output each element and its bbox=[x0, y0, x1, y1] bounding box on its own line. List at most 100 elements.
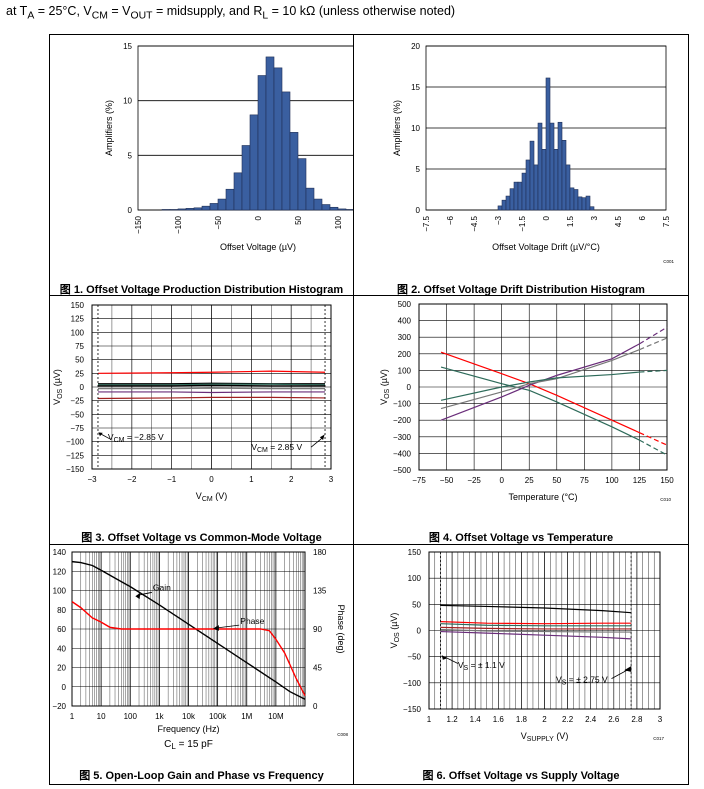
y-tick-label: 15 bbox=[411, 83, 420, 92]
histogram-bar bbox=[561, 140, 567, 211]
series-line bbox=[440, 621, 632, 625]
figure-caption: 图 5. Open-Loop Gain and Phase vs Frequen… bbox=[79, 770, 324, 782]
x-axis-title: Offset Voltage Drift (µV/°C) bbox=[492, 242, 600, 252]
series-line bbox=[97, 383, 326, 386]
y-tick-label: 300 bbox=[398, 333, 412, 342]
x-tick-label: 2.4 bbox=[585, 715, 597, 724]
series-line bbox=[97, 391, 326, 394]
series-line bbox=[71, 601, 306, 697]
histogram-bar bbox=[241, 145, 251, 211]
y-tick-label: 25 bbox=[75, 369, 84, 378]
y-tick-label: 15 bbox=[123, 42, 132, 51]
annotation-arrowhead bbox=[135, 592, 141, 600]
histogram-bar bbox=[201, 205, 211, 211]
y2-tick-label: 180 bbox=[313, 548, 327, 557]
y-tick-label: −50 bbox=[407, 653, 421, 662]
histogram-bar bbox=[573, 189, 579, 211]
histogram-bar bbox=[553, 149, 559, 211]
histogram-bar bbox=[297, 158, 307, 211]
x-tick-label: −3 bbox=[87, 475, 97, 484]
y-tick-label: 5 bbox=[128, 151, 133, 160]
histogram-bar bbox=[541, 149, 547, 211]
annotation-arrowhead bbox=[319, 434, 325, 441]
y-tick-label: 0 bbox=[80, 383, 85, 392]
figure-code: C001 bbox=[663, 259, 674, 264]
offset-vs-supply-chart: −150 −100 −50 0 50 100 150 1 1.2 1.4 1.6 1.8 2 2.2 2.4… bbox=[389, 548, 664, 743]
y-tick-label: 20 bbox=[57, 664, 66, 673]
y-axis-title: VOS (µV) bbox=[379, 369, 391, 405]
x-tick-label: −25 bbox=[467, 476, 481, 485]
annotation-arrowhead bbox=[98, 432, 103, 437]
x-tick-label: 0 bbox=[499, 476, 504, 485]
series-line bbox=[440, 366, 640, 441]
y-tick-label: 50 bbox=[75, 356, 84, 365]
offset-vs-cm-chart: −150 −125 −100 −75 −50 −25 0 25 50 75 100 125 150 −3 −… bbox=[52, 301, 334, 503]
x-tick-label: 2.8 bbox=[631, 715, 643, 724]
figure-panel-3: −150 −125 −100 −75 −50 −25 0 25 50 75 100 125 150 −3 −… bbox=[49, 295, 354, 545]
histogram-bar bbox=[281, 91, 291, 211]
figure-panel-4: −500 −400 −300 −200 −100 0 100 200 300 400 500 −75−… bbox=[353, 295, 689, 545]
histogram-bar bbox=[265, 56, 275, 211]
y-axis-title: VOS (µV) bbox=[52, 369, 64, 405]
series-label: Gain bbox=[153, 583, 171, 593]
y-tick-label: 0 bbox=[417, 627, 422, 636]
x-tick-label: −6 bbox=[446, 215, 455, 225]
x-tick-label: 25 bbox=[525, 476, 534, 485]
y-tick-label: 50 bbox=[412, 600, 421, 609]
y-tick-label: 0 bbox=[416, 206, 421, 215]
offset-vs-temperature-chart: −500−400−300−200−1000100200300400500−75−… bbox=[379, 300, 674, 502]
x-axis-title: Temperature (°C) bbox=[508, 492, 577, 502]
x-tick-label: 100 bbox=[605, 476, 619, 485]
x-tick-label: 2 bbox=[289, 475, 294, 484]
y-tick-label: 140 bbox=[53, 548, 67, 557]
x-tick-label: −150 bbox=[134, 215, 143, 234]
series-label: Phase bbox=[240, 616, 264, 626]
y-tick-label: 150 bbox=[71, 301, 85, 310]
plot-frame bbox=[428, 551, 661, 710]
figure-caption: 图 2. Offset Voltage Drift Distribution H… bbox=[397, 284, 645, 296]
histogram-bar bbox=[529, 140, 535, 211]
figure-panel-5: −20 0 20 40 60 80 100 120 140 0 45 90 135 180 1 10 100 1k… bbox=[49, 544, 354, 785]
histogram-bar bbox=[257, 75, 267, 211]
y-tick-label: −75 bbox=[70, 424, 84, 433]
series-line bbox=[97, 370, 326, 374]
y2-tick-label: 0 bbox=[313, 702, 318, 711]
figure-code: C010 bbox=[660, 497, 671, 502]
y-tick-label: −500 bbox=[393, 466, 412, 475]
figure-code: C017 bbox=[653, 736, 664, 741]
x-tick-label: 2.6 bbox=[608, 715, 620, 724]
annotation-arrow bbox=[99, 433, 111, 440]
x-tick-label: 100k bbox=[209, 712, 227, 721]
x-tick-label: −100 bbox=[174, 215, 183, 234]
x-tick-label: −50 bbox=[440, 476, 454, 485]
histogram-bar bbox=[569, 187, 575, 211]
series-line-extrapolated bbox=[639, 337, 668, 351]
annotation-arrow bbox=[216, 624, 240, 629]
x-tick-label: 3 bbox=[329, 475, 334, 484]
x-tick-label: 1 bbox=[70, 712, 75, 721]
x-tick-label: 1 bbox=[427, 715, 432, 724]
x-tick-label: 75 bbox=[580, 476, 589, 485]
histogram-bar bbox=[589, 206, 595, 211]
y-tick-label: 10 bbox=[123, 97, 132, 106]
annotation-label: VCM = 2.85 V bbox=[251, 442, 302, 454]
annotation-arrowhead bbox=[624, 666, 632, 672]
histogram-bar bbox=[585, 195, 591, 211]
histogram-bar bbox=[509, 188, 515, 211]
y-tick-label: 100 bbox=[398, 366, 412, 375]
series-line bbox=[97, 384, 326, 387]
x-tick-label: 2 bbox=[542, 715, 547, 724]
histogram-bar bbox=[225, 188, 235, 211]
histogram-bar bbox=[321, 204, 331, 211]
y-tick-label: −100 bbox=[403, 679, 422, 688]
y-tick-label: 500 bbox=[398, 300, 412, 309]
histogram-bar bbox=[177, 208, 187, 211]
series-line-extrapolated bbox=[639, 432, 668, 446]
series-line bbox=[440, 371, 640, 401]
figure-panel-2: 0 5 10 15 20 −7.5 −6 −4.5 −3 −1.5 0 1.5 3 4.5 6 7.5 Offs… bbox=[353, 34, 689, 296]
plot-frame bbox=[71, 551, 306, 707]
histogram-bar bbox=[537, 122, 543, 211]
series-line bbox=[440, 623, 632, 627]
y-tick-label: −50 bbox=[70, 410, 84, 419]
